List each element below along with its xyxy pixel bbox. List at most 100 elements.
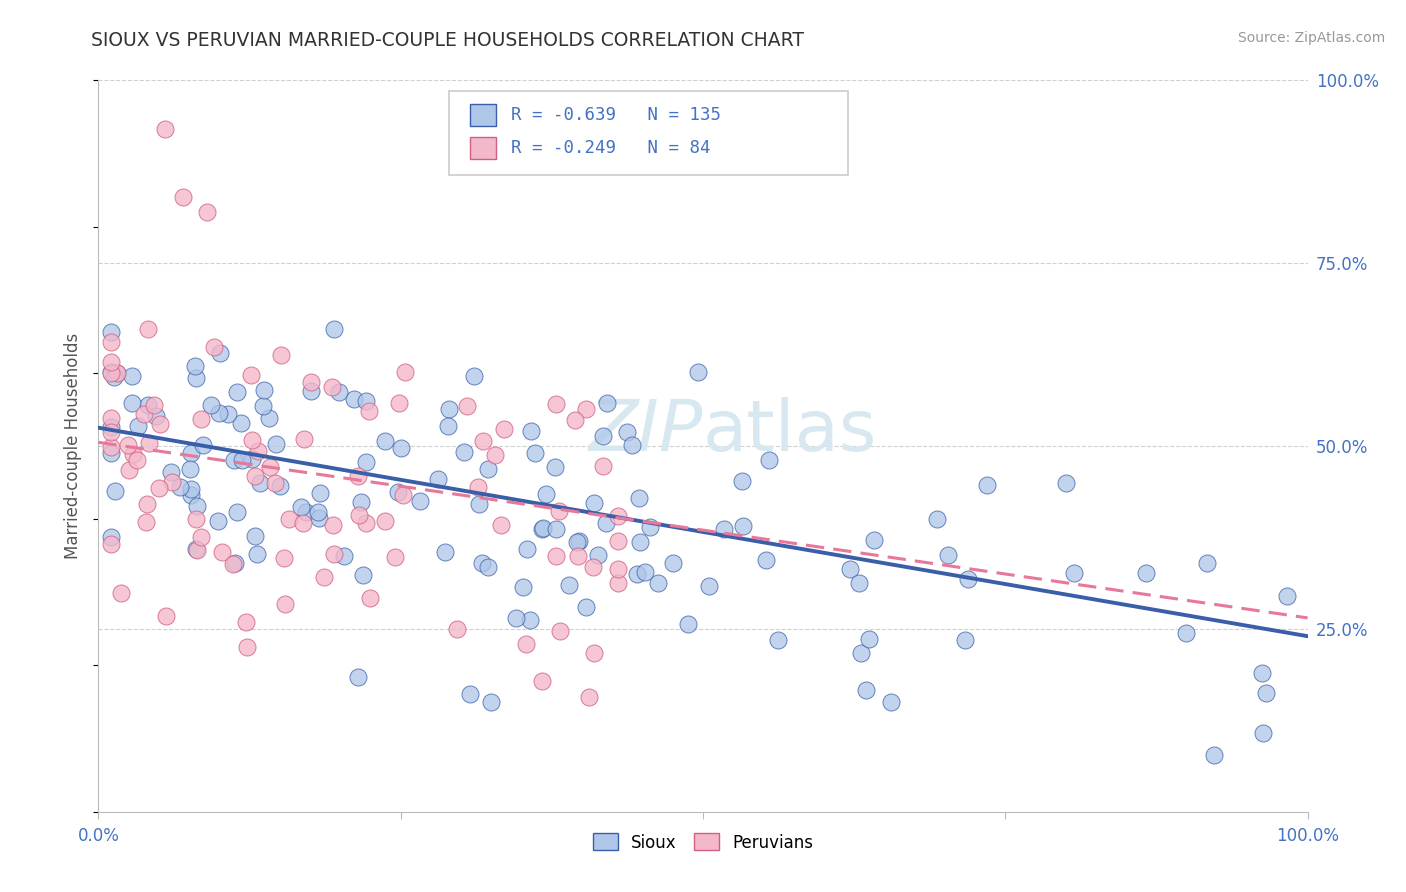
Point	[155, 121, 177, 136]
Point	[122, 447, 145, 461]
Point	[1204, 747, 1226, 762]
Point	[544, 523, 567, 537]
Point	[471, 556, 494, 570]
Point	[117, 438, 139, 452]
Point	[186, 542, 208, 557]
Point	[259, 459, 281, 474]
FancyBboxPatch shape	[470, 104, 496, 127]
Point	[180, 488, 202, 502]
Point	[574, 599, 596, 614]
Point	[976, 478, 998, 492]
Point	[269, 479, 291, 493]
Point	[350, 495, 373, 509]
Point	[409, 493, 432, 508]
Point	[392, 488, 415, 502]
Point	[374, 434, 396, 449]
Point	[582, 646, 605, 660]
Point	[755, 552, 778, 566]
Point	[354, 455, 377, 469]
Point	[427, 472, 450, 486]
Point	[374, 514, 396, 528]
Point	[100, 325, 122, 339]
Point	[515, 637, 537, 651]
Point	[558, 578, 581, 592]
Point	[342, 392, 364, 406]
Point	[592, 429, 614, 443]
Point	[453, 445, 475, 459]
Point	[472, 434, 495, 448]
Point	[357, 404, 380, 418]
Point	[100, 365, 122, 379]
Point	[247, 443, 270, 458]
Point	[222, 557, 245, 571]
Point	[292, 432, 315, 446]
Point	[766, 632, 789, 647]
Point	[207, 514, 229, 528]
Point	[252, 399, 274, 413]
Point	[127, 452, 149, 467]
Point	[1195, 556, 1218, 570]
Point	[957, 572, 980, 586]
Point	[544, 549, 567, 563]
Point	[359, 591, 381, 606]
Point	[135, 515, 157, 529]
Point	[468, 497, 491, 511]
Text: Source: ZipAtlas.com: Source: ZipAtlas.com	[1237, 31, 1385, 45]
Point	[544, 397, 567, 411]
Point	[226, 384, 249, 399]
Point	[688, 364, 710, 378]
Point	[222, 453, 245, 467]
Point	[936, 548, 959, 562]
Point	[211, 544, 233, 558]
Point	[434, 545, 457, 559]
Point	[121, 395, 143, 409]
Point	[849, 646, 872, 660]
Point	[607, 562, 630, 576]
Point	[616, 425, 638, 440]
Point	[100, 334, 122, 349]
Point	[479, 695, 502, 709]
Point	[264, 437, 287, 451]
Point	[235, 615, 257, 629]
Point	[534, 486, 557, 500]
Point	[1135, 566, 1157, 581]
Point	[295, 505, 318, 519]
Point	[548, 624, 571, 638]
Point	[217, 407, 239, 421]
Point	[575, 402, 598, 417]
Point	[607, 576, 630, 591]
Point	[184, 542, 207, 557]
Point	[240, 452, 263, 467]
Legend: Sioux, Peruvians: Sioux, Peruvians	[586, 827, 820, 858]
Point	[184, 371, 207, 385]
Point	[142, 398, 165, 412]
Point	[1063, 566, 1085, 580]
Point	[195, 205, 218, 219]
Point	[456, 399, 478, 413]
Point	[149, 417, 172, 431]
Point	[1251, 666, 1274, 681]
Point	[848, 576, 870, 591]
Point	[186, 499, 208, 513]
Point	[384, 550, 406, 565]
Point	[184, 359, 207, 373]
Point	[249, 476, 271, 491]
Y-axis label: Married-couple Households: Married-couple Households	[65, 333, 83, 559]
Point	[322, 547, 344, 561]
Point	[328, 384, 350, 399]
Point	[567, 549, 589, 563]
Point	[263, 475, 285, 490]
Point	[243, 529, 266, 543]
Point	[437, 402, 460, 417]
Point	[607, 533, 630, 548]
Point	[273, 551, 295, 566]
Point	[291, 516, 314, 530]
Point	[389, 441, 412, 455]
Point	[1175, 626, 1198, 640]
Point	[240, 434, 263, 448]
Point	[596, 395, 619, 409]
Point	[145, 409, 167, 423]
Point	[172, 190, 194, 204]
Point	[236, 640, 259, 655]
Point	[578, 690, 600, 705]
